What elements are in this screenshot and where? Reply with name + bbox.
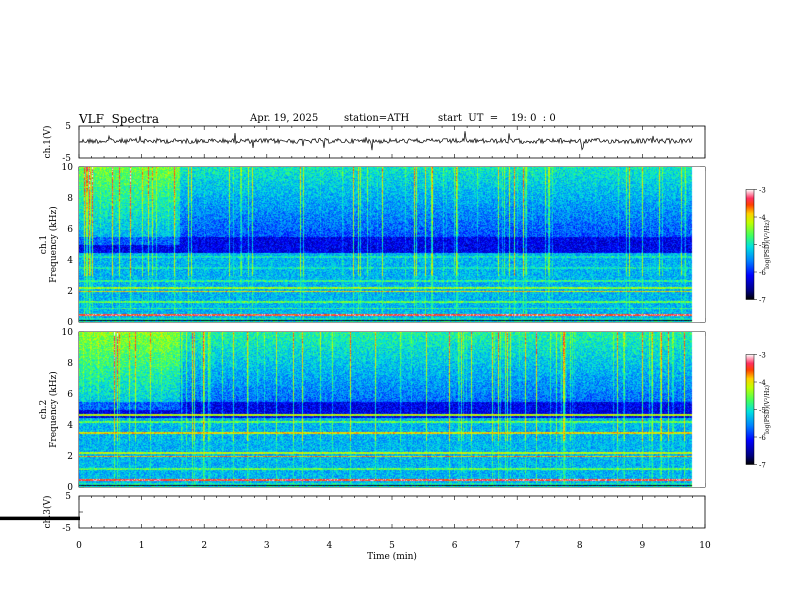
sp1-channel-label: ch.1 [39,235,49,254]
sp1-colorbar-tick--6: -6 [759,269,766,277]
x-ticklabel-10: 10 [699,541,711,551]
sp2-colorbar-tick--6: -6 [759,434,766,442]
ch1-spectrogram-image [79,167,705,322]
x-ticklabel-5: 5 [389,541,395,551]
ch3-ytick-top: 5 [65,492,71,502]
sp1-colorbar-tick--7: -7 [759,297,766,305]
sp2-frequency-label: Frequency (kHz) [48,371,59,448]
sp1-colorbar-label: log(PSD)(V²/Hz) [764,220,771,269]
sp2-colorbar-tick--3: -3 [759,352,766,360]
sp2-colorbar-label: log(PSD)(V²/Hz) [764,385,771,434]
ch1-ytick-top: 5 [65,122,71,132]
sp2-channel-label: ch.2 [39,400,49,419]
sp2-ytick-6: 6 [67,390,73,400]
sp2-ytick-4: 4 [67,421,73,431]
ch1-waveform [79,131,693,151]
sp1-ytick-4: 4 [67,256,73,266]
ch2-spectrogram-image [79,332,705,487]
x-ticklabel-0: 0 [76,541,82,551]
x-ticklabel-9: 9 [640,541,646,551]
sp1-colorbar-tick--4: -4 [759,214,766,222]
sp2-colorbar-tick--4: -4 [759,379,766,387]
sp1-frequency-label: Frequency (kHz) [48,206,59,283]
sp2-ytick-10: 10 [62,328,74,338]
sp2-ytick-2: 2 [67,452,73,462]
sp1-colorbar [745,189,755,300]
sp2-colorbar-tick--5: -5 [759,407,766,415]
sp2-ytick-0: 0 [67,483,73,493]
sp1-ytick-10: 10 [62,163,74,173]
x-ticklabel-3: 3 [264,541,270,551]
x-ticklabel-8: 8 [577,541,583,551]
x-ticklabel-7: 7 [514,541,520,551]
sp2-ytick-8: 8 [67,359,73,369]
date-label: Apr. 19, 2025 [250,113,319,124]
ch3-volts-label: ch.3(V) [42,496,53,529]
sp1-ytick-8: 8 [67,194,73,204]
start-time-label: start UT = 19: 0 : 0 [438,113,556,124]
station-label: station=ATH [344,113,410,124]
x-axis-label: Time (min) [367,551,417,562]
x-ticklabel-6: 6 [452,541,458,551]
ch1-ytick-bottom: -5 [62,154,71,164]
figure-title: VLF Spectra [79,112,160,126]
x-ticklabel-2: 2 [201,541,207,551]
sp2-colorbar-tick--7: -7 [759,462,766,470]
sp1-ytick-2: 2 [67,287,73,297]
sp1-colorbar-tick--3: -3 [759,187,766,195]
ch3-ytick-bottom: -5 [62,524,71,534]
ch1-volts-label: ch.1(V) [42,126,53,159]
sp1-colorbar-tick--5: -5 [759,242,766,250]
sp2-colorbar [745,354,755,465]
panel-frame-ch3 [78,495,706,529]
sp1-ytick-0: 0 [67,318,73,328]
x-ticklabel-1: 1 [139,541,145,551]
sp1-ytick-6: 6 [67,225,73,235]
x-ticklabel-4: 4 [327,541,333,551]
